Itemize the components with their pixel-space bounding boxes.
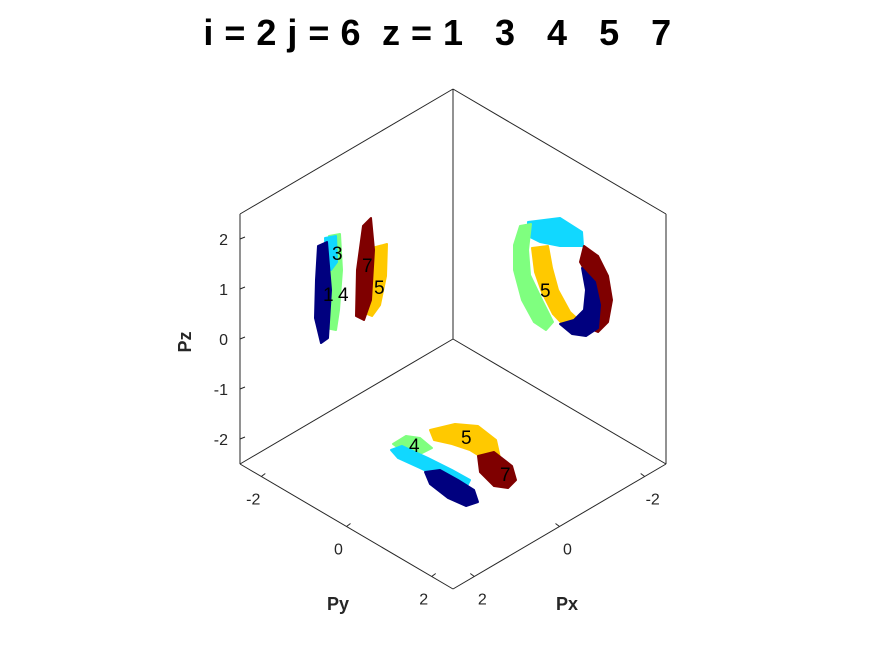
y-tick-label: 0 xyxy=(334,542,343,559)
z-tick-label: -1 xyxy=(214,382,228,399)
z-tick-label: -2 xyxy=(214,432,228,449)
x-tick-mark xyxy=(640,473,646,477)
cluster-label-3-left: 3 xyxy=(332,244,343,265)
z-tick-mark xyxy=(239,336,246,340)
y-axis-label: Py xyxy=(327,594,349,614)
axis-labels: Pz Py Px xyxy=(175,331,578,614)
box-edge-top-right xyxy=(452,88,667,215)
box-edge-floor-right xyxy=(452,338,667,465)
y-tick-mark xyxy=(431,573,437,577)
x-tick-label: 2 xyxy=(478,592,487,609)
x-tick-label: -2 xyxy=(646,492,660,509)
z-tick-mark xyxy=(239,386,246,390)
cluster-3-right-wall xyxy=(527,217,584,247)
cluster-label-5-left: 5 xyxy=(374,278,385,299)
cluster-label-1-left: 1 xyxy=(323,285,334,306)
z-axis-label: Pz xyxy=(175,331,195,352)
cluster-label-5-right: 5 xyxy=(540,281,551,302)
chart-title: i = 2 j = 6 z = 1 3 4 5 7 xyxy=(203,12,672,53)
y-tick-mark xyxy=(346,523,351,527)
z-tick-label: 1 xyxy=(219,282,228,299)
z-tick-label: 0 xyxy=(219,332,228,349)
z-tick-mark xyxy=(239,436,246,440)
cluster-label-4-floor: 4 xyxy=(409,436,420,457)
y-tick-label: 2 xyxy=(419,592,428,609)
cluster-1-right-wall xyxy=(559,267,601,337)
cluster-7-floor xyxy=(477,451,517,489)
x-tick-mark xyxy=(469,573,475,577)
y-tick-mark xyxy=(260,473,266,477)
cluster-4-right-wall xyxy=(513,223,554,331)
x-axis-label: Px xyxy=(556,594,578,614)
cluster-label-4-left: 4 xyxy=(338,285,349,306)
cluster-1-floor xyxy=(424,469,479,507)
data-clusters: 31 475 54 57 xyxy=(314,217,613,507)
axis-ticks: -2 -1 0 1 2 -2 0 2 -2 0 2 xyxy=(214,232,660,609)
z-tick-mark xyxy=(239,286,246,290)
z-tick-label: 2 xyxy=(219,232,228,249)
cluster-label-7-left: 7 xyxy=(362,256,373,277)
axes-box xyxy=(239,88,667,590)
box-edge-floor-left xyxy=(239,338,454,465)
y-tick-label: -2 xyxy=(246,492,260,509)
box-edge-top-left xyxy=(239,88,454,215)
cluster-label-5-floor: 5 xyxy=(461,428,472,449)
cluster-1-left-wall xyxy=(314,241,332,344)
cluster-7-left-wall xyxy=(355,217,375,321)
z-tick-mark xyxy=(239,236,246,240)
cluster-label-7-floor: 7 xyxy=(500,465,511,486)
x-tick-label: 0 xyxy=(563,542,572,559)
x-tick-mark xyxy=(555,523,560,527)
